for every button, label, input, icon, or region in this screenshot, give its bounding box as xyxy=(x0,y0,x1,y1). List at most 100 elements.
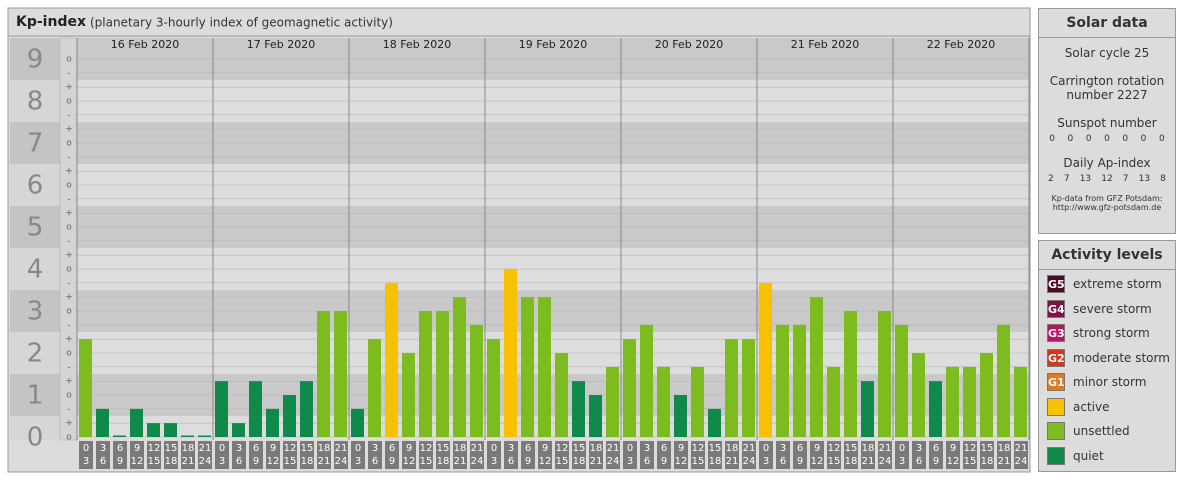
x-tick-label: 12 xyxy=(131,456,144,467)
bar xyxy=(946,366,959,437)
x-tick-label: 21 xyxy=(335,443,348,454)
minor-tick-label: o xyxy=(66,139,72,149)
legend-swatch: G3 xyxy=(1047,324,1065,343)
source-url[interactable]: http://www.gfz-potsdam.de xyxy=(1052,203,1162,212)
y-label-cell xyxy=(10,164,60,206)
x-tick-label: 21 xyxy=(182,456,195,467)
legend-item: G2 moderate storm xyxy=(1039,346,1175,371)
day-label: 18 Feb 2020 xyxy=(383,38,451,51)
minor-tick-label: o xyxy=(66,307,72,317)
x-label-cell xyxy=(827,441,841,469)
x-tick-label: 9 xyxy=(678,443,684,454)
x-tick-label: 0 xyxy=(355,443,361,454)
x-tick-label: 12 xyxy=(556,443,569,454)
bar xyxy=(640,324,653,437)
x-tick-label: 18 xyxy=(862,443,875,454)
legend-label: extreme storm xyxy=(1073,277,1162,292)
legend-item: active xyxy=(1039,395,1175,420)
x-label-cell xyxy=(334,441,348,469)
x-tick-label: 12 xyxy=(964,443,977,454)
x-label-cell xyxy=(725,441,739,469)
x-tick-label: 21 xyxy=(590,456,603,467)
x-tick-label: 6 xyxy=(389,443,395,454)
x-label-cell xyxy=(215,441,229,469)
bar xyxy=(351,408,364,437)
legend-badge: G3 xyxy=(1048,327,1065,341)
day-label: 16 Feb 2020 xyxy=(111,38,179,51)
bar xyxy=(827,366,840,437)
x-label-cell xyxy=(674,441,688,469)
bar xyxy=(181,435,194,437)
x-label-cell xyxy=(402,441,416,469)
x-tick-label: 3 xyxy=(644,443,650,454)
x-label-cell xyxy=(113,441,127,469)
x-tick-label: 15 xyxy=(301,443,314,454)
x-tick-label: 9 xyxy=(270,443,276,454)
x-tick-label: 15 xyxy=(148,456,161,467)
bar xyxy=(300,381,313,437)
x-tick-label: 0 xyxy=(763,443,769,454)
bar xyxy=(96,408,109,437)
x-tick-label: 15 xyxy=(845,443,858,454)
legend-swatch xyxy=(1047,446,1065,465)
x-label-cell xyxy=(555,441,569,469)
x-label-cell xyxy=(368,441,382,469)
sunspot-value: 0 xyxy=(1049,134,1055,144)
x-tick-label: 3 xyxy=(219,456,225,467)
x-label-cell xyxy=(249,441,263,469)
bar xyxy=(912,353,925,437)
x-label-cell xyxy=(861,441,875,469)
legend-badge: G1 xyxy=(1048,376,1065,390)
y-label-cell xyxy=(10,374,60,416)
x-tick-label: 18 xyxy=(437,456,450,467)
x-tick-label: 21 xyxy=(318,456,331,467)
legend-badge: G2 xyxy=(1048,351,1065,365)
minor-tick-label: o xyxy=(66,349,72,359)
bar xyxy=(589,395,602,437)
minor-tick-label: + xyxy=(65,167,73,177)
x-tick-label: 24 xyxy=(607,456,620,467)
x-tick-label: 9 xyxy=(525,456,531,467)
legend-item: G1 minor storm xyxy=(1039,370,1175,395)
source-note: Kp-data from GFZ Potsdam: xyxy=(1051,194,1163,203)
x-tick-label: 9 xyxy=(661,456,667,467)
minor-tick-label: o xyxy=(66,223,72,233)
x-label-cell xyxy=(1014,441,1028,469)
legend-swatch xyxy=(1047,397,1065,416)
legend-label: quiet xyxy=(1073,448,1104,463)
bar xyxy=(810,297,823,437)
bar xyxy=(861,381,874,437)
y-tick-label: 6 xyxy=(27,171,44,201)
x-tick-label: 18 xyxy=(981,456,994,467)
x-tick-label: 12 xyxy=(284,443,297,454)
x-tick-label: 3 xyxy=(491,456,497,467)
y-label-cell xyxy=(10,206,60,248)
x-tick-label: 6 xyxy=(644,456,650,467)
bar xyxy=(317,311,330,437)
bar xyxy=(487,339,500,437)
x-tick-label: 6 xyxy=(508,456,514,467)
bar xyxy=(164,423,177,437)
x-tick-label: 21 xyxy=(879,443,892,454)
x-tick-label: 9 xyxy=(933,456,939,467)
x-tick-label: 15 xyxy=(573,443,586,454)
x-label-cell xyxy=(810,441,824,469)
x-tick-label: 21 xyxy=(862,456,875,467)
x-tick-label: 9 xyxy=(389,456,395,467)
y-tick-label: 4 xyxy=(27,255,44,285)
x-tick-label: 0 xyxy=(83,443,89,454)
bar xyxy=(232,423,245,437)
minor-tick-label: - xyxy=(67,194,70,204)
x-tick-label: 0 xyxy=(491,443,497,454)
x-tick-label: 18 xyxy=(301,456,314,467)
bar xyxy=(963,366,976,437)
x-label-cell xyxy=(844,441,858,469)
day-label: 21 Feb 2020 xyxy=(791,38,859,51)
sunspot-value: 0 xyxy=(1104,134,1110,144)
bar xyxy=(436,311,449,437)
x-tick-label: 21 xyxy=(743,443,756,454)
x-tick-label: 0 xyxy=(899,443,905,454)
bar xyxy=(657,366,670,437)
bar xyxy=(419,311,432,437)
x-tick-label: 12 xyxy=(828,443,841,454)
